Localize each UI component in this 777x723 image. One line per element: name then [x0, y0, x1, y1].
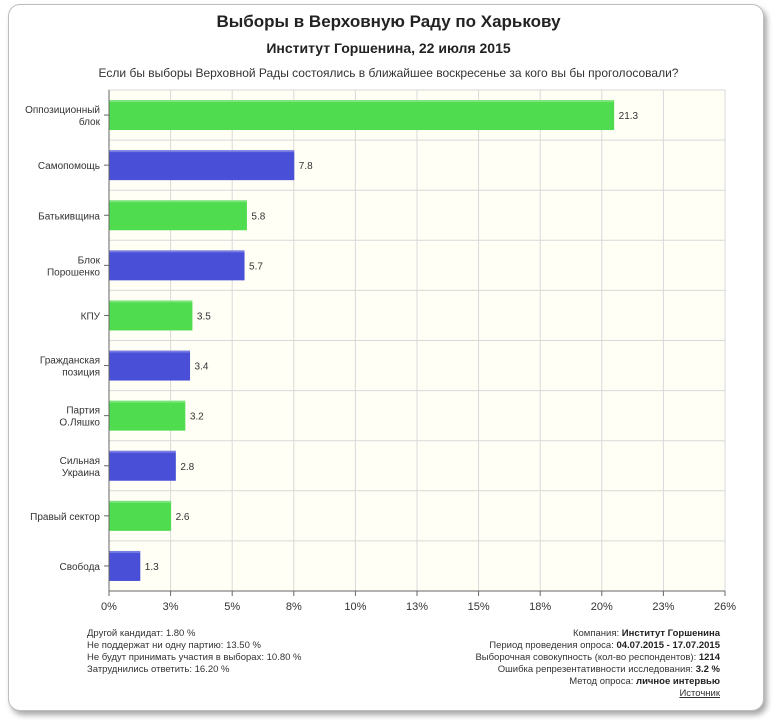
category-label: Партия О.Ляшко: [59, 406, 100, 429]
bar: [109, 450, 176, 481]
notes-left: Другой кандидат: 1.80 % Не поддержат ни …: [87, 628, 301, 676]
notes-right: Компания: Институт Горшенина Период пров…: [475, 628, 720, 700]
chart-subtitle: Институт Горшенина, 22 июля 2015: [266, 40, 511, 56]
x-tick-label: 5%: [224, 601, 240, 613]
chart-title: Выборы в Верховную Раду по Харькову: [216, 12, 561, 31]
x-tick-label: 13%: [406, 601, 428, 613]
bar-highlight: [109, 400, 186, 403]
value-label: 3.2: [190, 412, 204, 423]
bar-highlight: [109, 450, 176, 453]
x-tick-label: 26%: [714, 601, 736, 613]
category-label: Правый сектор: [30, 512, 100, 523]
bar: [109, 150, 295, 181]
value-label: 21.3: [619, 111, 639, 122]
value-label: 1.3: [145, 562, 159, 573]
bar-highlight: [109, 500, 172, 503]
bar: [109, 200, 247, 231]
x-tick-label: 10%: [344, 601, 366, 613]
bar: [109, 100, 615, 131]
x-tick-label: 8%: [286, 601, 302, 613]
value-label: 5.7: [249, 261, 263, 272]
note-other-candidate: Другой кандидат: 1.80 %: [87, 628, 196, 639]
survey-question: Если бы выборы Верховной Рады состоялись…: [98, 66, 679, 80]
category-label: Самопомощь: [38, 161, 100, 172]
value-label: 7.8: [299, 161, 313, 172]
category-label: Сильная Украина: [60, 456, 101, 479]
bar-highlight: [109, 150, 295, 153]
bar: [109, 400, 186, 431]
category-label: Гражданская позиция: [40, 356, 100, 379]
category-label: Свобода: [60, 561, 101, 573]
value-label: 5.8: [251, 211, 265, 222]
x-tick-label: 18%: [529, 601, 551, 613]
value-label: 3.5: [197, 311, 211, 322]
value-label: 2.6: [176, 512, 190, 523]
category-label: Блок Порошенко: [47, 255, 101, 278]
x-tick-label: 3%: [163, 601, 179, 613]
note-method: Метод опроса: личное интервью: [569, 676, 720, 687]
bar: [109, 500, 172, 531]
category-label: КПУ: [81, 311, 101, 322]
bar: [109, 550, 141, 581]
bar: [109, 350, 191, 381]
bar: [109, 250, 245, 281]
x-tick-label: 0%: [101, 601, 117, 613]
source-link[interactable]: Источник: [679, 688, 720, 699]
x-tick-label: 15%: [468, 601, 490, 613]
note-period: Период проведения опроса: 04.07.2015 - 1…: [489, 640, 720, 651]
category-label: Оппозиционный блок: [25, 105, 101, 128]
note-error: Ошибка репрезентативности исследования: …: [497, 664, 720, 675]
x-tick-label: 23%: [652, 601, 674, 613]
bar-highlight: [109, 100, 615, 103]
bar-highlight: [109, 300, 193, 303]
value-label: 3.4: [195, 362, 209, 373]
note-company: Компания: Институт Горшенина: [572, 628, 720, 639]
note-sample: Выборочная совокупность (кол-во респонде…: [475, 652, 720, 663]
bar: [109, 300, 193, 331]
note-undecided: Затруднились ответить: 16.20 %: [87, 664, 230, 675]
category-label: Батькивщина: [38, 211, 100, 222]
bar-highlight: [109, 200, 247, 203]
note-no-support: Не поддержат ни одну партию: 13.50 %: [87, 640, 261, 651]
value-label: 2.8: [180, 462, 194, 473]
bar-highlight: [109, 550, 141, 553]
x-tick-label: 20%: [591, 601, 613, 613]
bar-highlight: [109, 350, 191, 353]
bar-highlight: [109, 250, 245, 253]
note-not-voting: Не будут принимать участия в выборах: 10…: [87, 652, 302, 663]
